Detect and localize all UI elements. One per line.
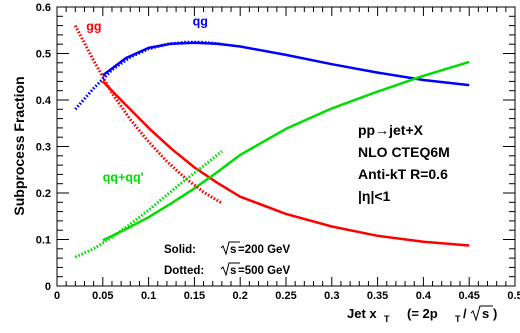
- y-tick-label: 0.1: [36, 235, 51, 247]
- sqrt-sign-icon: [470, 305, 493, 322]
- y-tick-label: 0: [45, 281, 51, 293]
- x-tick-label: 0.2: [233, 290, 248, 302]
- x-tick-label: 0.5: [507, 290, 520, 302]
- series-label: qq+qq': [103, 170, 144, 184]
- info-line: pp→jet+X: [358, 122, 424, 138]
- series-line-solid-gg: [101, 80, 470, 247]
- x-axis-title-sqrt-arg: s: [482, 306, 489, 321]
- y-tick-label: 0.5: [36, 49, 51, 61]
- x-tick-label: 0.45: [458, 290, 479, 302]
- line-style-notes: Solid: s =200 GeV Dotted: s =500 GeV: [164, 241, 290, 277]
- y-tick-label: 0.4: [36, 95, 52, 107]
- note-value: =200 GeV: [238, 244, 290, 256]
- x-tick-label: 0.05: [92, 290, 113, 302]
- x-tick-label: 0.1: [141, 290, 156, 302]
- series-label: qg: [193, 15, 208, 29]
- x-tick-label: 0.35: [367, 290, 388, 302]
- x-tick-label: 0.15: [184, 290, 205, 302]
- y-tick-label: 0.3: [36, 142, 51, 154]
- y-tick-label: 0.6: [36, 2, 51, 14]
- info-line: Anti-kT R=0.6: [358, 166, 448, 182]
- note-label: Solid:: [164, 244, 196, 256]
- series-line-dotted-gg: [73, 24, 223, 205]
- info-line: |η|<1: [358, 188, 391, 204]
- x-axis-title-sub: T: [384, 314, 390, 324]
- sqrt-sign-icon: [220, 241, 240, 256]
- note-sqrt-arg: s: [230, 265, 236, 277]
- x-axis-title-formula: (= 2p: [407, 306, 438, 321]
- series-lines: [73, 24, 470, 259]
- series-labels: gg qg qq+qq': [86, 15, 208, 185]
- x-axis-title: Jet x T (= 2p T / s ): [347, 305, 497, 324]
- x-tick-labels: 0 0.05 0.1 0.15 0.2 0.25 0.3 0.35 0.4 0.45 0.5: [54, 290, 520, 302]
- x-axis-title-formula-sub: T: [455, 314, 461, 324]
- note-value: =500 GeV: [238, 265, 290, 277]
- info-box: pp→jet+X NLO CTEQ6M Anti-kT R=0.6 |η|<1: [358, 122, 450, 204]
- y-tick-label: 0.2: [36, 188, 51, 200]
- x-tick-label: 0.3: [324, 290, 339, 302]
- info-line: NLO CTEQ6M: [358, 144, 450, 160]
- note-sqrt-arg: s: [230, 244, 236, 256]
- x-axis-title-slash: /: [463, 306, 467, 321]
- x-axis-title-main: Jet x: [347, 306, 377, 321]
- note-label: Dotted:: [164, 265, 204, 277]
- series-line-dotted-qg: [74, 40, 223, 111]
- axis-ticks: [56, 6, 516, 287]
- series-line-dotted-qqqq: [74, 150, 223, 259]
- series-label: gg: [86, 19, 101, 33]
- x-tick-label: 0: [54, 290, 60, 302]
- x-axis-title-close: ): [493, 306, 497, 321]
- y-axis-title: Subprocess Fraction: [11, 76, 27, 215]
- sqrt-sign-icon: [220, 262, 240, 277]
- x-tick-label: 0.4: [416, 290, 432, 302]
- y-tick-labels: 0 0.1 0.2 0.3 0.4 0.5 0.6: [36, 2, 52, 293]
- series-line-solid-qqqq: [102, 60, 470, 242]
- x-tick-label: 0.25: [275, 290, 296, 302]
